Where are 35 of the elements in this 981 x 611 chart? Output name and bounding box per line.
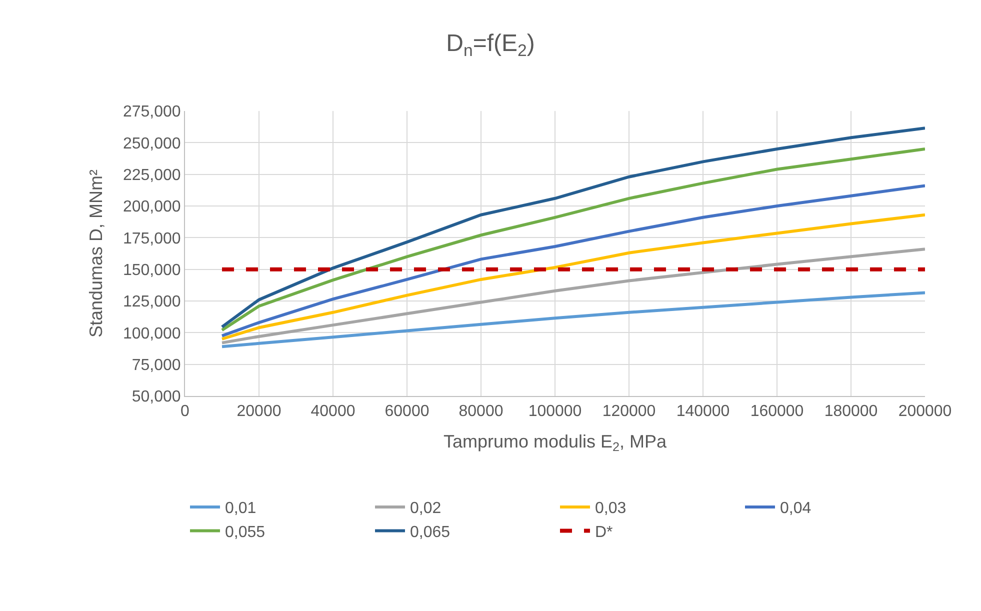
line-series	[220, 248, 925, 344]
x-tick-label: 20000	[236, 403, 282, 420]
line-series	[220, 184, 925, 338]
y-tick-label: 275,000	[122, 104, 181, 121]
y-tick-label: 200,000	[122, 198, 181, 216]
legend-label: 0,03	[595, 500, 626, 518]
y-tick-label: 125,000	[122, 294, 181, 311]
chart-title: D$_{n}$=f(E$_{2}$)	[446, 30, 535, 60]
x-tick-label: 60000	[384, 403, 430, 420]
y-tick-label: 150,000	[122, 262, 181, 279]
legend-label: 0,055	[225, 524, 266, 541]
y-tick-label: 100,000	[122, 325, 181, 342]
x-tick-label: 0	[180, 403, 190, 420]
y-tick-label: 50,000	[132, 388, 181, 406]
line-series	[220, 291, 925, 348]
y-tick-label: 250,000	[122, 135, 181, 152]
y-tick-label: 75,000	[132, 356, 181, 374]
x-tick-label: 40000	[310, 403, 356, 420]
legend-label: D*	[595, 524, 613, 541]
x-tick-label: 160000	[750, 403, 804, 420]
x-tick-label: 100000	[528, 403, 582, 420]
x-axis-title: Tamprumo modulis E$_{2}$, MPa	[443, 431, 668, 454]
x-tick-label: 140000	[676, 403, 730, 420]
y-tick-label: 175,000	[122, 230, 181, 248]
y-tick-label: 225,000	[122, 166, 181, 184]
line-series	[220, 213, 925, 340]
legend-label: 0,04	[780, 500, 812, 518]
x-tick-label: 120000	[602, 403, 656, 420]
x-tick-label: 200000	[898, 403, 952, 420]
legend-label: 0,02	[410, 500, 442, 518]
legend-label: 0,01	[225, 500, 256, 518]
y-axis-title: Standumas D, MNm²	[86, 169, 106, 338]
x-tick-label: 80000	[458, 403, 504, 420]
legend-label: 0,065	[410, 524, 450, 541]
x-tick-label: 180000	[824, 403, 878, 420]
